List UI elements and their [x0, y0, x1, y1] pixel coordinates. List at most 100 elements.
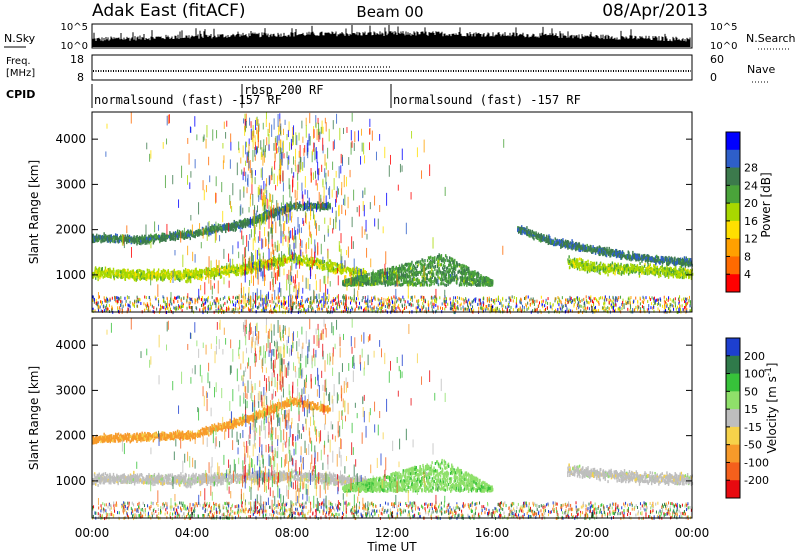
- echo-cell: [668, 268, 670, 272]
- echo-cell: [258, 213, 261, 217]
- echo-cell: [248, 224, 250, 228]
- echo-cell: [365, 271, 367, 275]
- echo-cell: [522, 230, 525, 234]
- echo-cell: [588, 267, 590, 271]
- echo-cell: [339, 270, 342, 274]
- echo-cell: [215, 269, 217, 273]
- echo-cell: [111, 235, 113, 239]
- echo-cell: [310, 263, 313, 267]
- echo-cell: [599, 262, 602, 266]
- echo-cell: [244, 222, 247, 226]
- echo-cell: [270, 259, 272, 263]
- echo-cell: [660, 265, 662, 269]
- echo-cell: [207, 274, 209, 278]
- echo-cell: [619, 254, 621, 258]
- echo-cell: [215, 272, 217, 276]
- echo-cell: [634, 254, 636, 258]
- echo-cell: [183, 269, 185, 273]
- echo-cell: [104, 272, 106, 276]
- echo-cell: [683, 256, 686, 260]
- echo-cell: [602, 250, 604, 254]
- echo-cell: [190, 275, 192, 279]
- echo-cell: [614, 251, 617, 255]
- echo-cell: [296, 208, 298, 212]
- echo-cell: [217, 272, 219, 276]
- echo-cell: [194, 233, 197, 237]
- echo-cell: [280, 259, 282, 263]
- echo-cell: [92, 233, 94, 237]
- echo-cell: [153, 275, 155, 279]
- echo-cell: [134, 239, 137, 243]
- echo-cell: [656, 265, 658, 269]
- echo-cell: [620, 272, 623, 276]
- echo-cell: [687, 272, 689, 276]
- echo-cell: [210, 273, 212, 277]
- echo-cell: [305, 263, 308, 267]
- echo-cell: [210, 232, 212, 236]
- echo-cell: [575, 263, 577, 267]
- nsky-tick-bottom: 10^0: [61, 41, 88, 52]
- echo-cell: [105, 269, 107, 273]
- echo-cell: [339, 263, 341, 267]
- echo-cell: [121, 239, 123, 243]
- echo-cell: [644, 271, 647, 275]
- echo-cell: [152, 272, 154, 276]
- echo-cell: [586, 263, 588, 267]
- echo-cell: [126, 273, 129, 277]
- echo-cell: [218, 227, 220, 231]
- echo-cell: [571, 239, 573, 243]
- echo-cell: [532, 234, 534, 238]
- echo-cell: [171, 270, 173, 274]
- echo-cell: [205, 231, 207, 235]
- echo-cell: [606, 270, 608, 274]
- echo-cell: [351, 269, 353, 273]
- echo-cell: [273, 213, 275, 217]
- echo-cell: [615, 264, 618, 268]
- echo-cell: [579, 261, 581, 265]
- echo-cell: [644, 263, 646, 267]
- echo-cell: [688, 270, 691, 274]
- echo-cell: [561, 240, 564, 244]
- echo-cell: [591, 264, 594, 268]
- echo-cell: [303, 259, 305, 263]
- echo-cell: [200, 274, 202, 278]
- echo-cell: [317, 201, 319, 205]
- echo-cell: [532, 236, 534, 240]
- echo-cell: [236, 265, 239, 269]
- echo-cell: [165, 274, 167, 278]
- echo-cell: [594, 248, 597, 252]
- echo-cell: [175, 234, 178, 238]
- echo-cell: [241, 267, 243, 271]
- echo-cell: [626, 263, 629, 267]
- echo-cell: [283, 256, 285, 260]
- echo-cell: [132, 240, 134, 244]
- echo-cell: [199, 230, 201, 234]
- echo-cell: [573, 244, 576, 248]
- echo-cell: [689, 258, 692, 262]
- echo-cell: [145, 276, 148, 280]
- echo-cell: [574, 242, 577, 246]
- echo-cell: [235, 267, 237, 271]
- echo-cell: [678, 271, 681, 275]
- echo-cell: [523, 228, 526, 232]
- echo-cell: [120, 274, 122, 278]
- echo-cell: [613, 250, 616, 254]
- echo-cell: [330, 264, 332, 268]
- echo-cell: [283, 253, 285, 257]
- echo-cell: [154, 233, 156, 237]
- echo-cell: [619, 268, 622, 272]
- echo-cell: [130, 236, 132, 240]
- echo-cell: [636, 267, 638, 271]
- echo-cell: [266, 214, 268, 218]
- echo-cell: [161, 274, 164, 278]
- echo-cell: [93, 238, 96, 242]
- echo-cell: [191, 269, 193, 273]
- echo-cell: [672, 267, 675, 271]
- echo-cell: [670, 257, 672, 261]
- echo-cell: [675, 269, 677, 273]
- echo-cell: [323, 260, 326, 264]
- echo-cell: [160, 270, 163, 274]
- echo-cell: [101, 238, 103, 242]
- echo-cell: [650, 270, 652, 274]
- echo-cell: [344, 269, 346, 273]
